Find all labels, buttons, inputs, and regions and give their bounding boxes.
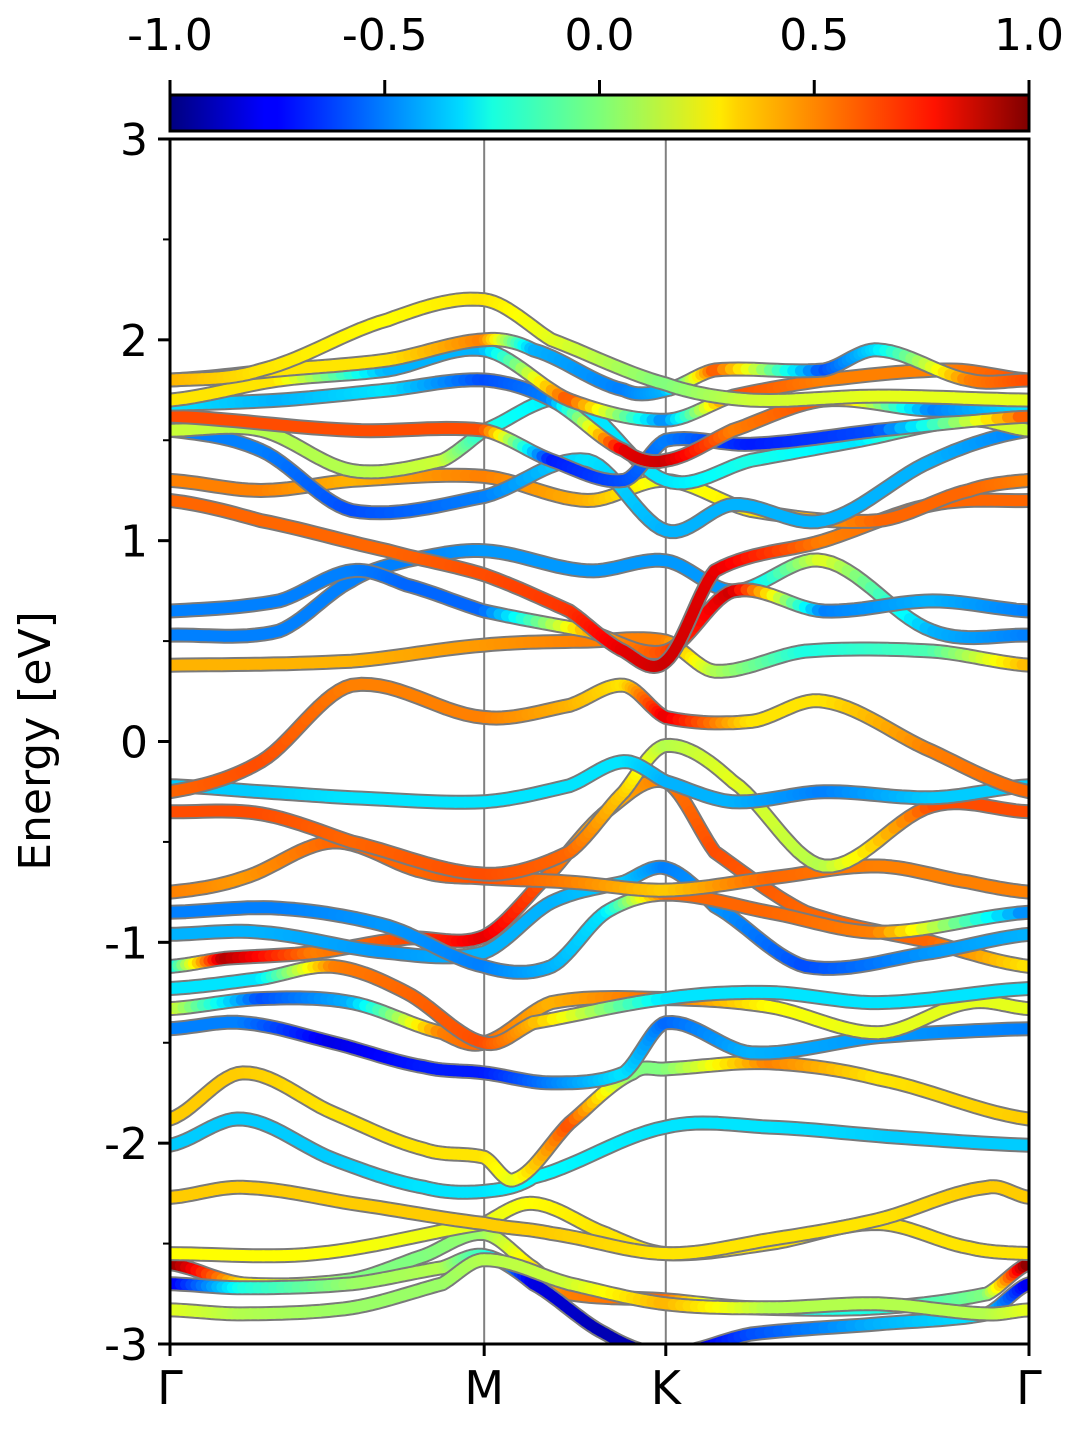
- y-tick-label: 2: [120, 316, 148, 367]
- band-segment: [695, 1343, 698, 1344]
- band-15: [170, 737, 1029, 882]
- band-segment: [698, 1340, 714, 1344]
- band-23: [170, 422, 1029, 540]
- band-segment: [695, 1342, 707, 1344]
- band-segment: [653, 1353, 657, 1354]
- band-16: [170, 754, 1029, 810]
- band-segment: [1012, 410, 1029, 423]
- y-tick-label: -1: [104, 918, 148, 969]
- colorbar-tick-label: 0.5: [779, 10, 849, 61]
- band-segment: [1012, 983, 1029, 995]
- colorbar-ticks: -1.0 -0.5 0.0 0.5 1.0: [127, 10, 1064, 95]
- band-10: [170, 958, 1029, 1052]
- bands: [170, 291, 1029, 1354]
- y-tick-label: -3: [104, 1320, 148, 1371]
- colorbar-tick-label: 0.0: [565, 10, 635, 61]
- band-segment: [626, 1341, 640, 1344]
- band-segment: [672, 1353, 678, 1354]
- band-27: [170, 341, 1029, 428]
- band-17: [170, 676, 1029, 800]
- band-3: [170, 1252, 1029, 1322]
- y-tick-label: -2: [104, 1119, 148, 1170]
- band-segment: [640, 1350, 644, 1351]
- y-axis: -3 -2 -1 0 1 2 3: [104, 115, 170, 1371]
- kpoint-label: Γ: [157, 1361, 183, 1415]
- y-tick-label: 0: [120, 718, 148, 769]
- y-tick-label: 1: [120, 517, 148, 568]
- band-segment: [632, 1342, 641, 1344]
- band-6: [170, 1111, 1029, 1200]
- band-segment: [678, 1352, 684, 1353]
- band-segment: [644, 1351, 648, 1352]
- colorbar-tick-label: -1.0: [127, 10, 213, 61]
- kpoint-label: K: [651, 1361, 683, 1415]
- y-axis-label: Energy [eV]: [10, 611, 61, 871]
- band-29: [170, 291, 1029, 408]
- colorbar-gradient: [168, 93, 1031, 133]
- band-segment: [1012, 906, 1029, 919]
- kpoint-label: Γ: [1016, 1361, 1042, 1415]
- colorbar-tick-label: -0.5: [342, 10, 428, 61]
- band-segment: [1012, 1111, 1029, 1125]
- band-21: [170, 492, 1029, 674]
- band-5: [170, 1179, 1029, 1262]
- band-28: [170, 331, 1029, 402]
- y-tick-label: 3: [120, 115, 148, 166]
- band-14: [170, 834, 1029, 900]
- kpoint-label: M: [464, 1361, 504, 1415]
- plot-area: -3 -2 -1 0 1 2 3 Γ M K Γ Energy [eV]: [10, 115, 1042, 1415]
- colorbar: -1.0 -0.5 0.0 0.5 1.0: [127, 10, 1064, 133]
- colorbar-tick-label: 1.0: [994, 10, 1064, 61]
- band-segment: [684, 1351, 690, 1352]
- band-segment: [649, 1352, 653, 1353]
- band-11: [170, 772, 1029, 974]
